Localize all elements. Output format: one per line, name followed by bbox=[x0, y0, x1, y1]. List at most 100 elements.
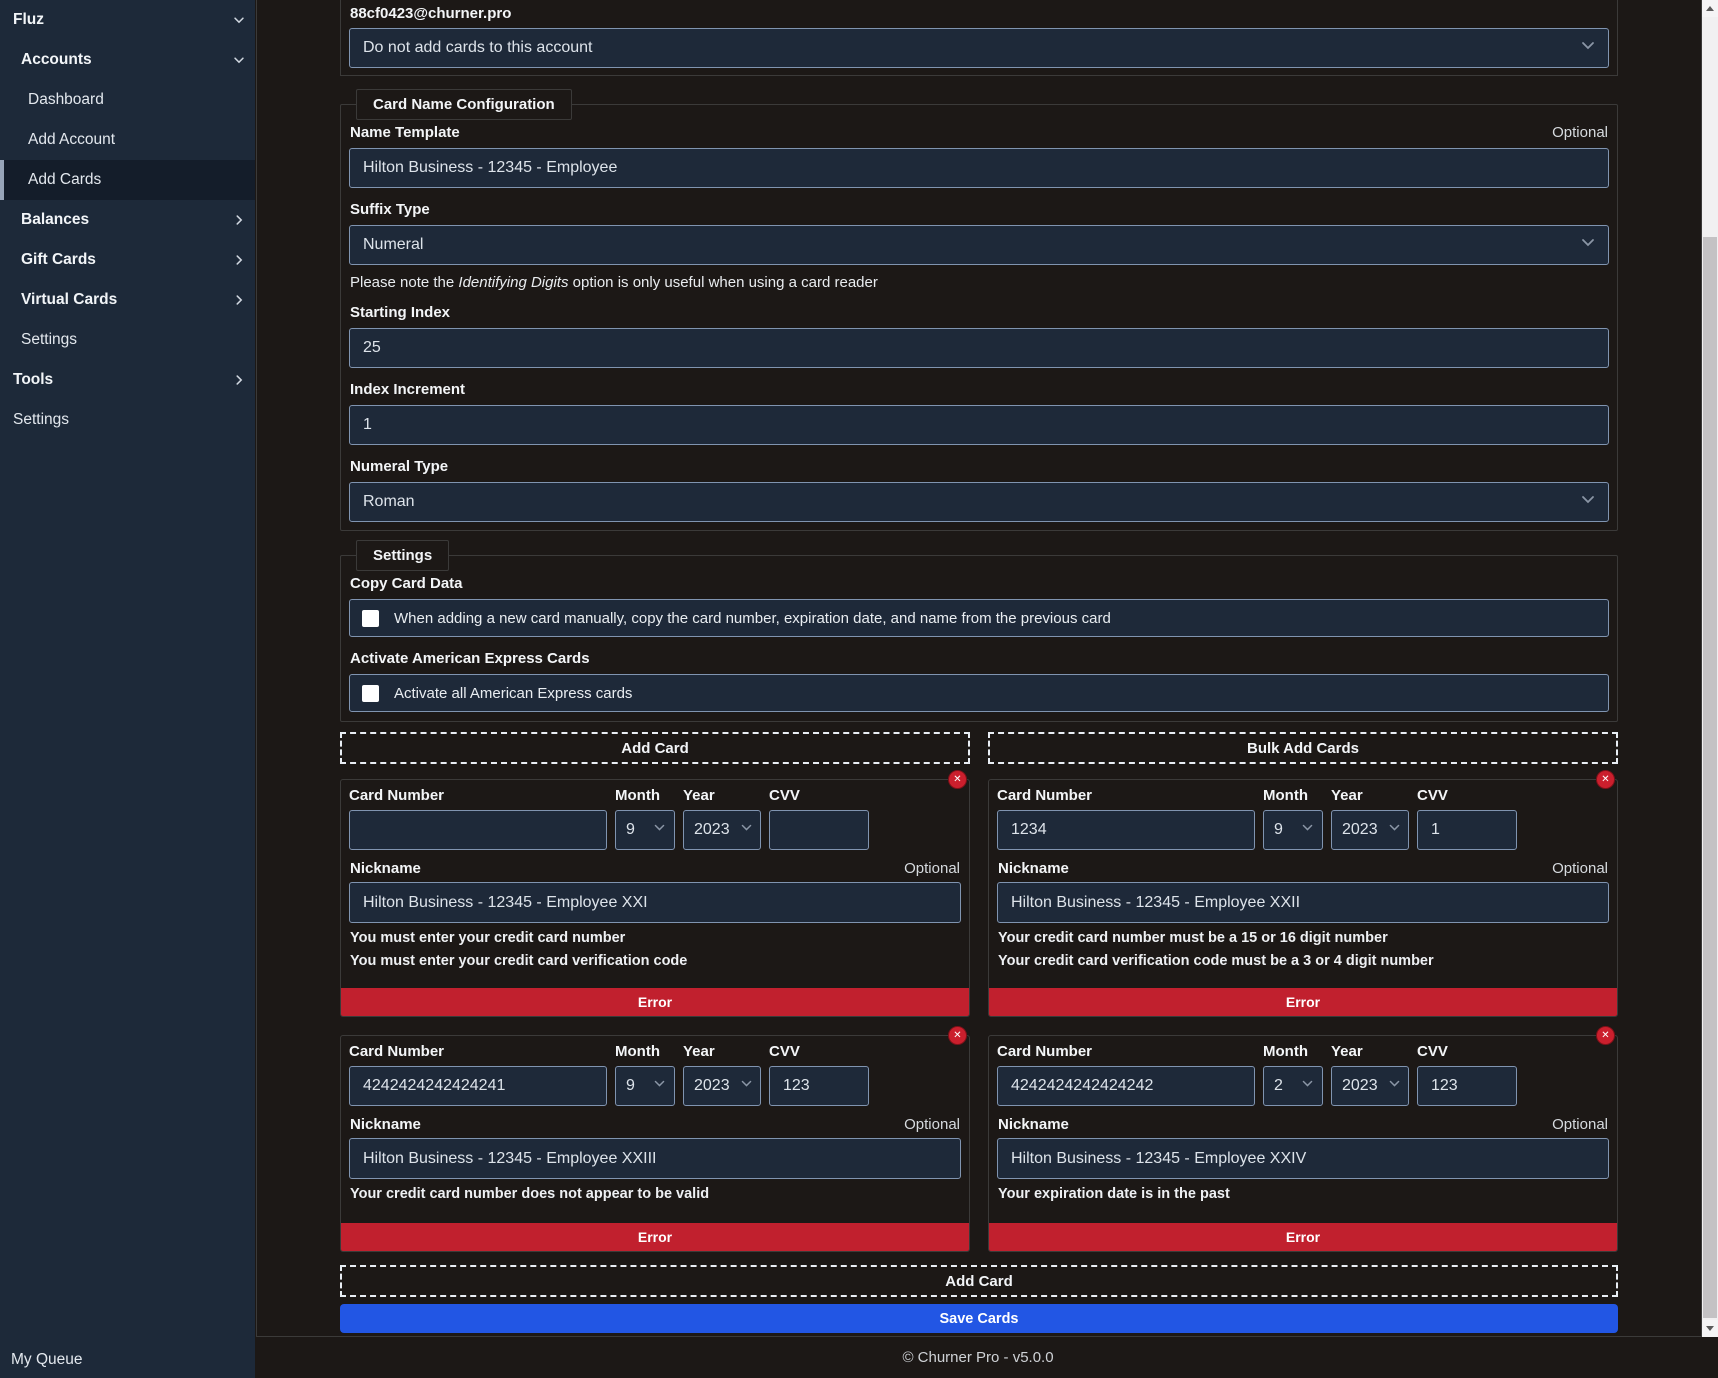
suffix-type-select[interactable]: Numeral bbox=[349, 225, 1609, 265]
card-number-input[interactable] bbox=[349, 1066, 607, 1106]
activate-amex-checkbox[interactable] bbox=[362, 685, 379, 702]
starting-index-label: Starting Index bbox=[350, 304, 1608, 321]
sidebar-item-dashboard[interactable]: Dashboard bbox=[0, 80, 255, 120]
month-select[interactable]: 2 bbox=[1263, 1066, 1323, 1106]
chevron-down-icon bbox=[1388, 1077, 1401, 1095]
card-number-input[interactable] bbox=[997, 810, 1255, 850]
month-select[interactable]: 9 bbox=[615, 810, 675, 850]
year-value: 2023 bbox=[694, 821, 730, 839]
nickname-input[interactable] bbox=[349, 1138, 961, 1179]
nickname-input[interactable] bbox=[997, 1138, 1609, 1179]
sidebar-item-label: Balances bbox=[21, 211, 89, 229]
sidebar-item-label: Dashboard bbox=[28, 91, 104, 109]
copy-card-data-checkbox[interactable] bbox=[362, 610, 379, 627]
card-entry-4: ✕ Card Number Month Year CVV 2 bbox=[988, 1035, 1618, 1252]
year-value: 2023 bbox=[694, 1077, 730, 1095]
nickname-label: Nickname bbox=[350, 1116, 421, 1133]
save-cards-button[interactable]: Save Cards bbox=[340, 1304, 1618, 1333]
add-card-button[interactable]: Add Card bbox=[340, 732, 970, 764]
vertical-scrollbar[interactable] bbox=[1702, 0, 1718, 1337]
remove-card-icon[interactable]: ✕ bbox=[1596, 770, 1615, 789]
sidebar-item-settings-root[interactable]: Settings bbox=[0, 400, 255, 440]
card-error-message: You must enter your credit card verifica… bbox=[350, 953, 960, 969]
chevron-down-icon bbox=[1580, 38, 1596, 59]
sidebar-item-label: Add Account bbox=[28, 131, 115, 149]
chevron-down-icon bbox=[1580, 492, 1596, 513]
month-select[interactable]: 9 bbox=[615, 1066, 675, 1106]
cvv-input[interactable] bbox=[1417, 810, 1517, 850]
card-number-input[interactable] bbox=[997, 1066, 1255, 1106]
error-button[interactable]: Error bbox=[989, 1223, 1617, 1251]
card-name-configuration-legend: Card Name Configuration bbox=[356, 89, 572, 120]
activate-amex-label: Activate American Express Cards bbox=[350, 650, 1608, 667]
sidebar-item-fluz[interactable]: Fluz bbox=[0, 0, 255, 40]
year-label: Year bbox=[683, 787, 761, 804]
sidebar-item-label: Add Cards bbox=[28, 171, 101, 189]
remove-card-icon[interactable]: ✕ bbox=[948, 1026, 967, 1045]
main-area: 88cf0423@churner.pro Do not add cards to… bbox=[255, 0, 1718, 1378]
error-button[interactable]: Error bbox=[989, 988, 1617, 1016]
sidebar-item-virtual-cards[interactable]: Virtual Cards bbox=[0, 280, 255, 320]
app-version-footer: © Churner Pro - v5.0.0 bbox=[255, 1349, 1701, 1366]
nickname-input[interactable] bbox=[349, 882, 961, 923]
bulk-add-cards-button[interactable]: Bulk Add Cards bbox=[988, 732, 1618, 764]
card-error-message: Your credit card number does not appear … bbox=[350, 1186, 960, 1202]
year-select[interactable]: 2023 bbox=[683, 1066, 761, 1106]
sidebar-item-gift-cards[interactable]: Gift Cards bbox=[0, 240, 255, 280]
cvv-input[interactable] bbox=[769, 1066, 869, 1106]
sidebar-item-label: Accounts bbox=[21, 51, 92, 69]
sidebar-item-label: Gift Cards bbox=[21, 251, 96, 269]
sidebar-item-label: Settings bbox=[21, 331, 77, 349]
nickname-optional-label: Optional bbox=[904, 860, 960, 877]
card-number-input[interactable] bbox=[349, 810, 607, 850]
activate-amex-checkbox-row[interactable]: Activate all American Express cards bbox=[349, 674, 1609, 712]
sidebar-item-label: Virtual Cards bbox=[21, 291, 117, 309]
card-entry-1: ✕ Card Number Month Year CVV 9 bbox=[340, 779, 970, 1017]
numeral-type-select[interactable]: Roman bbox=[349, 482, 1609, 522]
nickname-label: Nickname bbox=[350, 860, 421, 877]
index-increment-input[interactable] bbox=[349, 405, 1609, 445]
month-label: Month bbox=[615, 787, 675, 804]
remove-card-icon[interactable]: ✕ bbox=[948, 770, 967, 789]
sidebar-item-add-cards[interactable]: Add Cards bbox=[0, 160, 255, 200]
scroll-down-icon[interactable] bbox=[1702, 1320, 1718, 1337]
settings-legend: Settings bbox=[356, 540, 449, 571]
year-select[interactable]: 2023 bbox=[1331, 1066, 1409, 1106]
cvv-input[interactable] bbox=[1417, 1066, 1517, 1106]
month-value: 2 bbox=[1274, 1077, 1283, 1095]
sidebar-item-label: Tools bbox=[13, 371, 53, 389]
index-increment-label: Index Increment bbox=[350, 381, 1608, 398]
error-button[interactable]: Error bbox=[341, 1223, 969, 1251]
add-card-bottom-button[interactable]: Add Card bbox=[340, 1265, 1618, 1297]
activate-amex-text: Activate all American Express cards bbox=[394, 685, 632, 702]
month-value: 9 bbox=[1274, 821, 1283, 839]
nickname-input[interactable] bbox=[997, 882, 1609, 923]
year-select[interactable]: 2023 bbox=[683, 810, 761, 850]
remove-card-icon[interactable]: ✕ bbox=[1596, 1026, 1615, 1045]
sidebar-my-queue[interactable]: My Queue bbox=[11, 1351, 83, 1369]
cvv-input[interactable] bbox=[769, 810, 869, 850]
identifying-digits-note: Please note the Identifying Digits optio… bbox=[350, 274, 1608, 291]
copy-card-data-text: When adding a new card manually, copy th… bbox=[394, 610, 1111, 627]
copy-card-data-checkbox-row[interactable]: When adding a new card manually, copy th… bbox=[349, 599, 1609, 637]
year-select[interactable]: 2023 bbox=[1331, 810, 1409, 850]
error-button[interactable]: Error bbox=[341, 988, 969, 1016]
sidebar-item-tools[interactable]: Tools bbox=[0, 360, 255, 400]
sidebar-item-balances[interactable]: Balances bbox=[0, 200, 255, 240]
sidebar-item-label: Fluz bbox=[13, 11, 44, 29]
chevron-down-icon bbox=[232, 13, 246, 27]
month-select[interactable]: 9 bbox=[1263, 810, 1323, 850]
nickname-optional-label: Optional bbox=[904, 1116, 960, 1133]
sidebar-item-add-account[interactable]: Add Account bbox=[0, 120, 255, 160]
sidebar-item-accounts[interactable]: Accounts bbox=[0, 40, 255, 80]
scrollbar-thumb[interactable] bbox=[1703, 237, 1717, 1318]
scroll-up-icon[interactable] bbox=[1702, 0, 1718, 17]
sidebar-item-settings[interactable]: Settings bbox=[0, 320, 255, 360]
chevron-down-icon bbox=[1301, 821, 1314, 839]
name-template-input[interactable] bbox=[349, 148, 1609, 188]
starting-index-input[interactable] bbox=[349, 328, 1609, 368]
chevron-down-icon bbox=[1388, 821, 1401, 839]
card-entry-2: ✕ Card Number Month Year CVV 9 bbox=[988, 779, 1618, 1017]
month-label: Month bbox=[615, 1043, 675, 1060]
card-mode-select[interactable]: Do not add cards to this account bbox=[349, 28, 1609, 68]
